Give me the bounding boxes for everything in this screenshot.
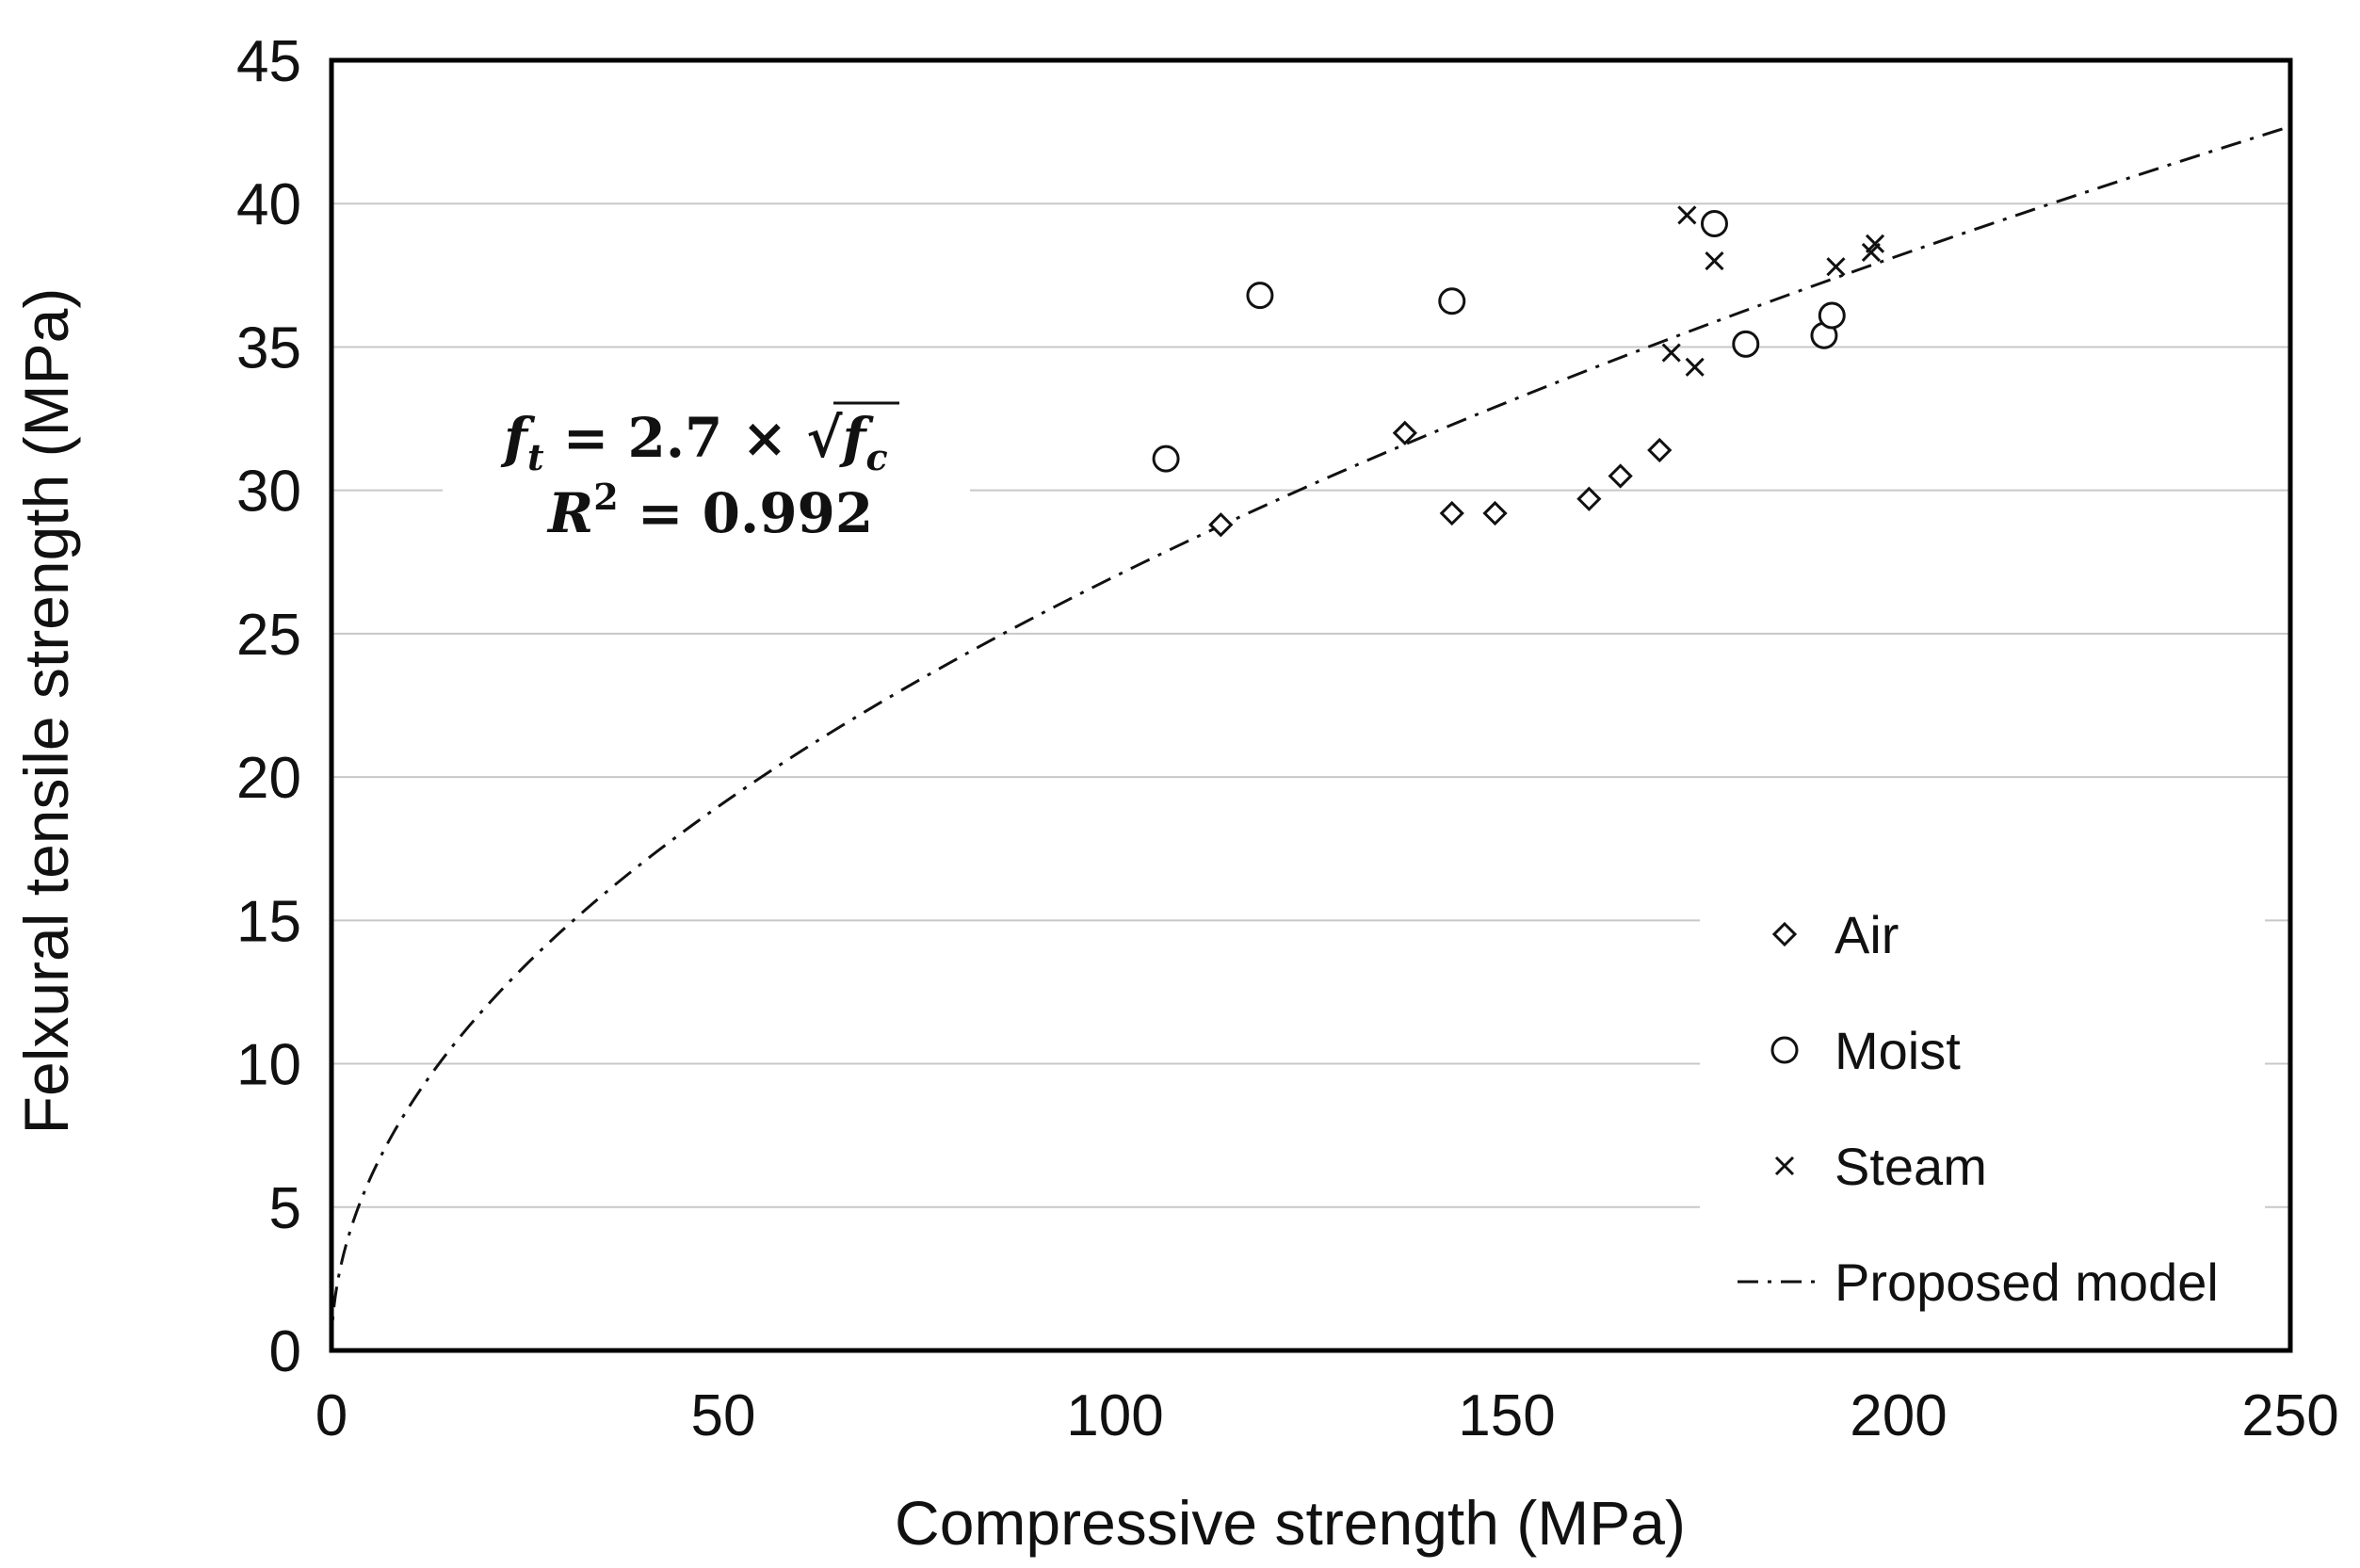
r2-line: R2 = 0.992 [546,476,873,545]
air-point [1647,437,1673,463]
eq-sqrt-sign: √ [806,406,843,470]
y-tick-label: 20 [236,746,301,811]
x-axis-label: Compressive strength (MPa) [895,1488,1686,1558]
y-tick-label: 35 [236,315,301,380]
proposed-model-curve [330,124,2291,1351]
legend-moist-label: Moist [1835,1021,1961,1080]
x-tick-label: 150 [1458,1383,1555,1448]
air-point [1208,512,1234,538]
legend-moist-symbol [1770,1036,1799,1064]
steam-point [1865,234,1885,253]
legend: Air Moist Steam Proposed model [1700,885,2265,1312]
air-point [1392,420,1417,445]
y-tick-label: 5 [269,1176,301,1241]
data-points [1152,205,1885,538]
moist-point [1818,301,1846,330]
steam-point [1826,257,1846,277]
moist-point [1246,282,1274,310]
y-tick-labels: 0 5 10 15 20 25 30 35 40 45 [236,29,301,1384]
eq-rhs-sub: c [865,436,887,478]
equation-line: ft = 2.7 × √fc [500,406,888,478]
steam-point [1685,357,1705,377]
y-axis-label: Felxural tensile strength (MPa) [11,288,81,1135]
y-tick-label: 10 [236,1033,301,1098]
r2-sup: 2 [593,476,618,518]
x-tick-label: 100 [1066,1383,1163,1448]
x-tick-label: 200 [1850,1383,1947,1448]
eq-equals: = [544,406,628,470]
moist-point [1438,287,1466,315]
x-tick-label: 0 [315,1383,348,1448]
moist-point [1152,445,1180,473]
r2-value: = 0.992 [619,481,874,545]
legend-air-symbol [1771,921,1798,947]
legend-proposed-model-label: Proposed model [1835,1253,2219,1312]
air-point [1576,486,1602,511]
y-tick-label: 15 [236,889,301,954]
moist-point [1732,330,1760,358]
equation-annotation: ft = 2.7 × √fc R2 = 0.992 [443,396,970,560]
y-tick-label: 45 [236,29,301,94]
air-point [1439,500,1464,526]
steam-point [1661,343,1681,363]
legend-air-label: Air [1835,905,1899,964]
x-tick-label: 50 [691,1383,756,1448]
x-tick-label: 250 [2241,1383,2338,1448]
y-tick-label: 30 [236,460,301,525]
y-tick-label: 40 [236,172,301,237]
steam-point [1677,205,1697,225]
moist-point [1700,210,1728,238]
eq-lhs-sub: t [527,436,544,478]
r2-symbol: R [546,481,593,545]
plot-frame [329,57,2293,1353]
eq-times: × [722,406,806,470]
legend-steam-label: Steam [1835,1137,1987,1196]
y-tick-label: 25 [236,603,301,668]
legend-steam-symbol [1774,1156,1795,1176]
eq-coef: 2.7 [628,406,723,470]
y-tick-label: 0 [269,1319,301,1384]
air-point [1608,463,1633,489]
steam-point [1705,251,1724,271]
air-point [1482,500,1508,526]
x-tick-labels: 0 50 100 150 200 250 [315,1383,2339,1448]
model-curve-group [330,124,2291,1351]
